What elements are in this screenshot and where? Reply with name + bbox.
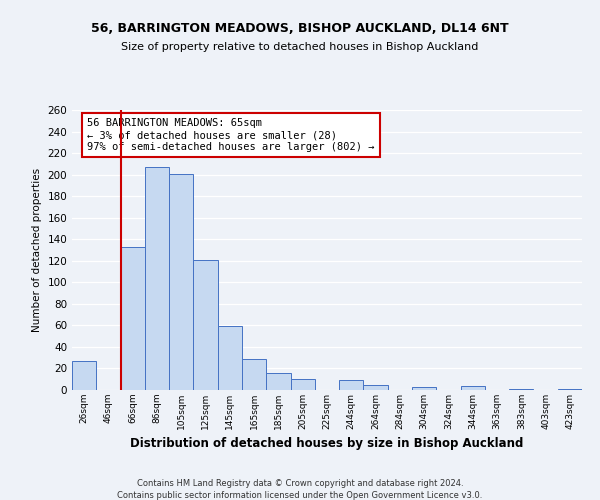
- Text: Size of property relative to detached houses in Bishop Auckland: Size of property relative to detached ho…: [121, 42, 479, 52]
- Y-axis label: Number of detached properties: Number of detached properties: [32, 168, 42, 332]
- Bar: [169, 174, 193, 390]
- Bar: [558, 389, 582, 390]
- Text: Contains HM Land Registry data © Crown copyright and database right 2024.: Contains HM Land Registry data © Crown c…: [137, 479, 463, 488]
- Bar: [509, 389, 533, 390]
- Bar: [412, 387, 436, 390]
- Text: Contains public sector information licensed under the Open Government Licence v3: Contains public sector information licen…: [118, 491, 482, 500]
- Bar: [290, 379, 315, 390]
- Bar: [145, 167, 169, 390]
- Bar: [339, 380, 364, 390]
- Bar: [121, 247, 145, 390]
- Bar: [72, 361, 96, 390]
- Bar: [364, 384, 388, 390]
- Bar: [218, 326, 242, 390]
- Bar: [242, 359, 266, 390]
- X-axis label: Distribution of detached houses by size in Bishop Auckland: Distribution of detached houses by size …: [130, 438, 524, 450]
- Text: 56 BARRINGTON MEADOWS: 65sqm
← 3% of detached houses are smaller (28)
97% of sem: 56 BARRINGTON MEADOWS: 65sqm ← 3% of det…: [88, 118, 375, 152]
- Bar: [193, 260, 218, 390]
- Text: 56, BARRINGTON MEADOWS, BISHOP AUCKLAND, DL14 6NT: 56, BARRINGTON MEADOWS, BISHOP AUCKLAND,…: [91, 22, 509, 36]
- Bar: [461, 386, 485, 390]
- Bar: [266, 373, 290, 390]
